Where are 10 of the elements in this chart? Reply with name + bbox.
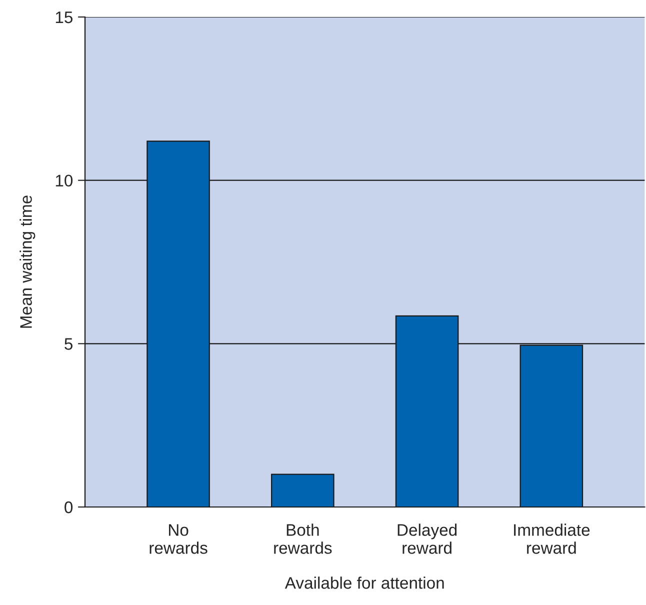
x-tick-label: Both rewards	[274, 524, 332, 554]
x-axis-title: Available for attention	[284, 576, 444, 589]
x-tick-label: No rewards	[150, 524, 208, 554]
y-axis-title: Mean waiting time	[20, 196, 36, 328]
y-tick-label: 5	[64, 338, 72, 350]
y-tick-label: 10	[56, 174, 73, 187]
y-tick-label: 15	[56, 12, 72, 24]
y-tick-label: 0	[64, 501, 73, 514]
x-tick-label: Immediate reward	[514, 524, 590, 554]
x-tick-label: Delayed reward	[398, 524, 457, 554]
